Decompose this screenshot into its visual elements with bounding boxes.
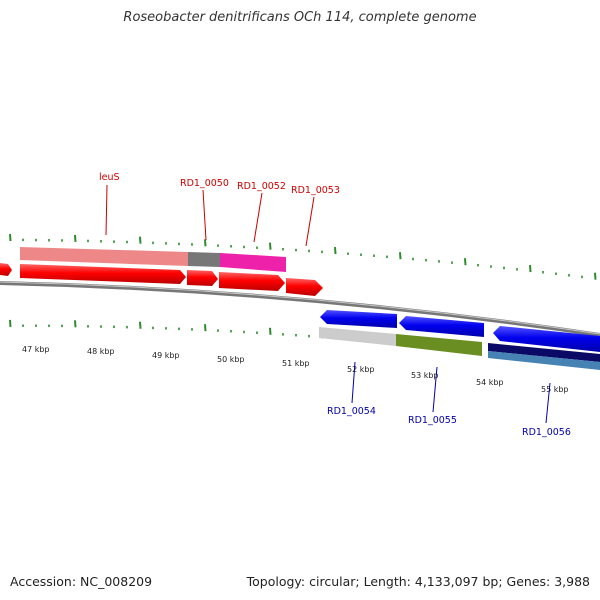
gene-label-RD1-0050[interactable]: RD1_0050 — [180, 178, 229, 189]
upper-tick-row — [9, 233, 597, 280]
kbp-label: 48 kbp — [87, 347, 115, 356]
gene-arrow-RD1-0052[interactable] — [219, 272, 285, 291]
leader-line-RD1-0055 — [432, 366, 438, 413]
feature-bar-RD1-0052[interactable] — [220, 253, 286, 272]
genome-summary-text: Topology: circular; Length: 4,133,097 bp… — [246, 574, 590, 589]
feature-bar-RD1-0056[interactable] — [488, 343, 600, 362]
major-tick — [399, 252, 402, 260]
gene-arrow-RD1-0050[interactable] — [187, 270, 218, 286]
accession-text: Accession: NC_008209 — [10, 574, 153, 589]
major-tick — [204, 239, 207, 247]
kbp-label: 52 kbp — [347, 365, 375, 374]
forward-feature-band — [20, 247, 286, 272]
kbp-label: 49 kbp — [152, 351, 180, 360]
major-tick — [269, 327, 272, 335]
gene-label-RD1-0056[interactable]: RD1_0056 — [522, 427, 571, 438]
gene-label-RD1-0053[interactable]: RD1_0053 — [291, 185, 340, 196]
gene-arrow-RD1-0053[interactable] — [286, 278, 323, 296]
major-tick — [9, 319, 12, 328]
major-tick — [139, 236, 142, 244]
genome-backbone — [0, 281, 600, 337]
gene-label-RD1-0054[interactable]: RD1_0054 — [327, 406, 376, 417]
major-tick — [529, 264, 532, 273]
major-tick — [269, 242, 272, 250]
leader-line-leuS — [105, 184, 108, 236]
major-tick — [74, 234, 77, 243]
major-tick — [204, 324, 207, 332]
gene-arrow-RD1-0056[interactable] — [493, 326, 600, 352]
gene-label-leuS[interactable]: leuS — [99, 172, 120, 183]
feature-bar-RD1-0055[interactable] — [396, 334, 482, 356]
gene-arrow-partial-left[interactable] — [0, 263, 12, 276]
major-tick — [594, 272, 597, 280]
reverse-gene-labels: RD1_0054 RD1_0055 RD1_0056 — [327, 361, 571, 438]
feature-bar-RD1-0054[interactable] — [319, 327, 396, 346]
kbp-label: 50 kbp — [217, 355, 245, 364]
leader-line-RD1-0054 — [351, 361, 356, 404]
forward-gene-labels: leuS RD1_0050 RD1_0052 RD1_0053 — [99, 172, 340, 247]
map-title: Roseobacter denitrificans OCh 114, compl… — [123, 10, 477, 25]
kbp-label: 47 kbp — [22, 345, 50, 354]
leader-line-RD1-0056 — [545, 382, 551, 424]
reverse-gene-arrows — [320, 310, 600, 352]
gene-arrow-leuS[interactable] — [20, 264, 186, 284]
gene-label-RD1-0055[interactable]: RD1_0055 — [408, 415, 457, 426]
major-tick — [139, 321, 142, 329]
feature-bar-RD1-0050[interactable] — [188, 252, 220, 267]
genome-backbone-highlight — [0, 281, 600, 335]
leader-line-RD1-0052 — [253, 192, 263, 243]
leader-line-RD1-0050 — [202, 189, 207, 241]
gene-label-RD1-0052[interactable]: RD1_0052 — [237, 181, 286, 192]
gene-arrow-RD1-0054[interactable] — [320, 310, 397, 328]
gene-arrow-RD1-0055[interactable] — [399, 316, 484, 337]
major-tick — [334, 246, 337, 255]
forward-gene-arrows — [0, 263, 323, 296]
feature-bar-leuS[interactable] — [20, 247, 188, 266]
feature-bar-RD1-0056-lower[interactable] — [488, 351, 600, 370]
kbp-scale: 47 kbp 48 kbp 49 kbp 50 kbp 51 kbp 52 kb… — [22, 345, 569, 394]
kbp-label: 55 kbp — [541, 385, 569, 394]
major-tick — [9, 233, 12, 242]
major-tick — [464, 258, 467, 266]
kbp-label: 54 kbp — [476, 378, 504, 387]
leader-line-RD1-0053 — [305, 196, 315, 247]
kbp-label: 53 kbp — [411, 371, 439, 380]
major-tick — [74, 320, 77, 328]
reverse-feature-band — [319, 327, 600, 370]
kbp-label: 51 kbp — [282, 359, 310, 368]
